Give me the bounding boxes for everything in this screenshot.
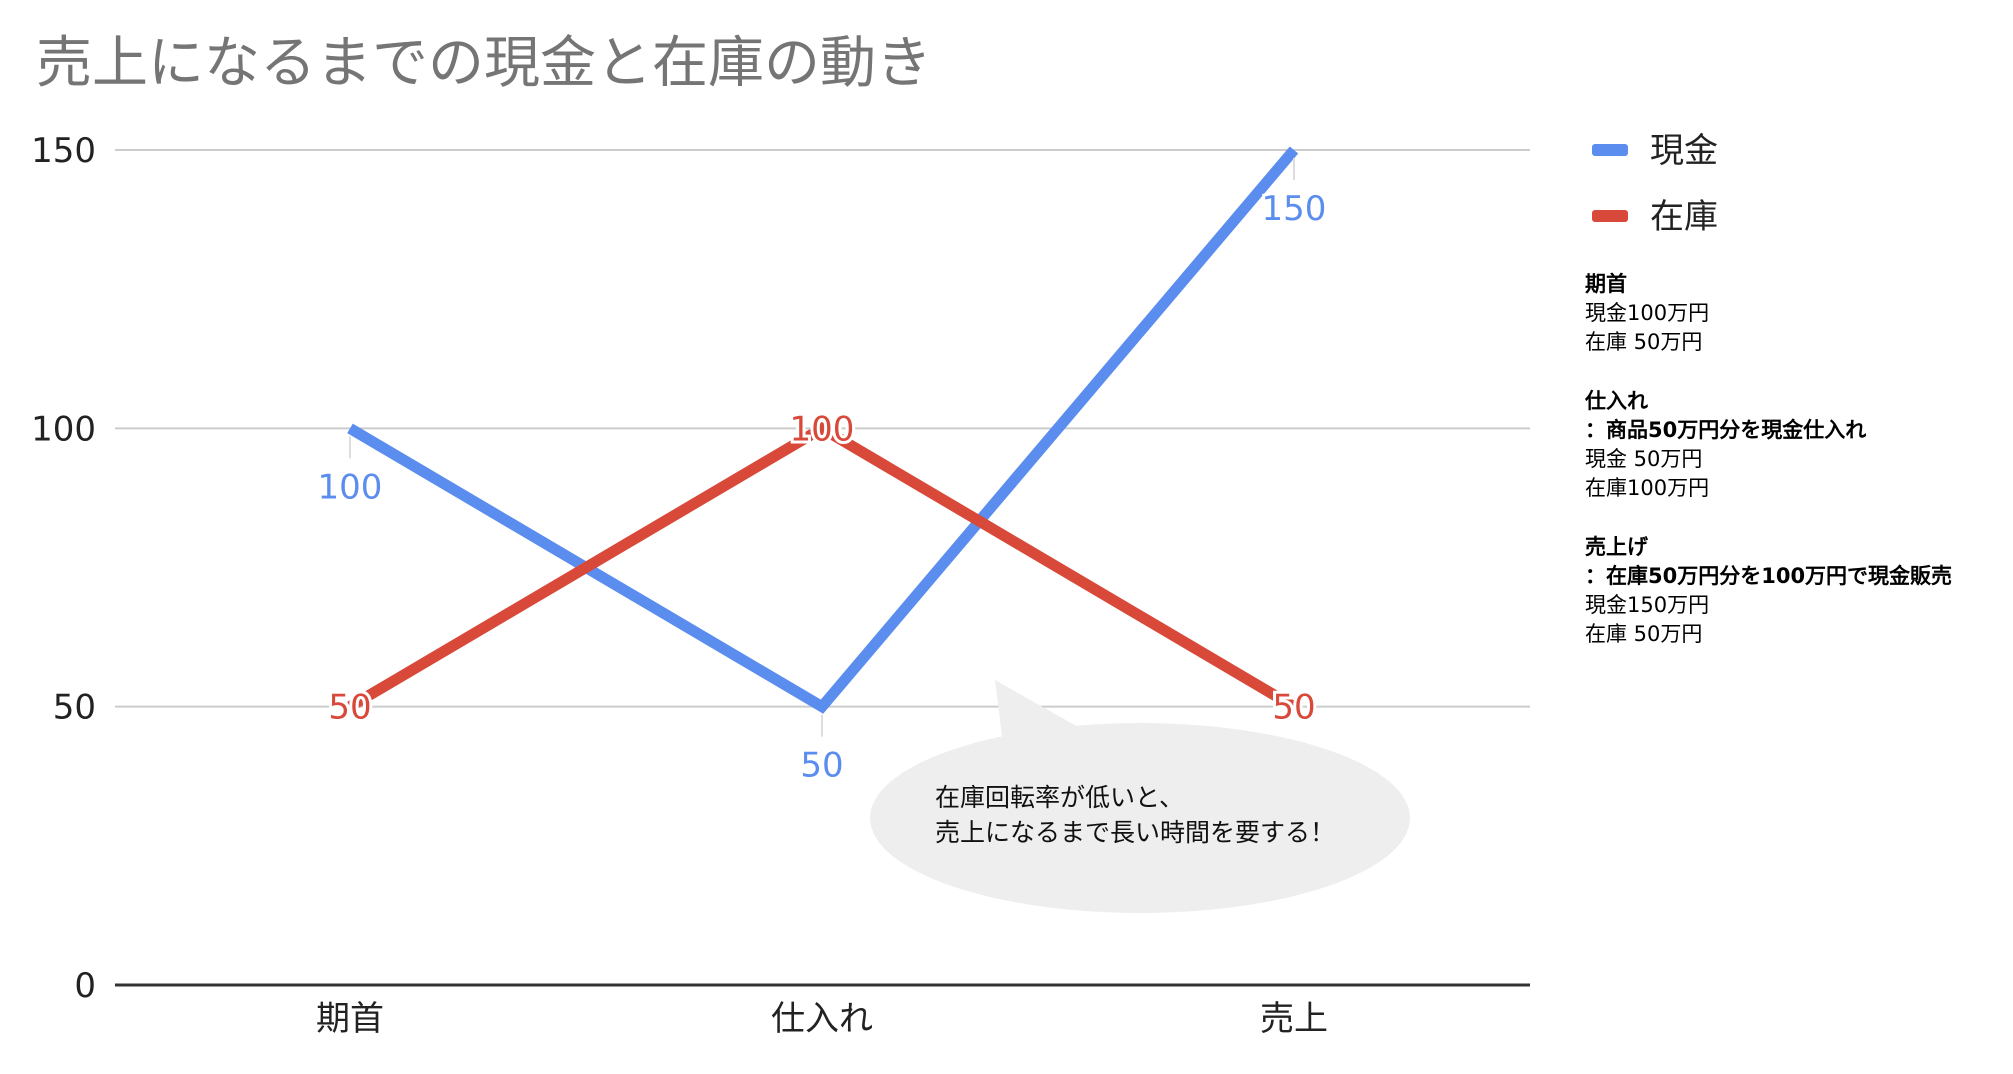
y-axis: 0 50 100 150: [31, 131, 96, 1006]
series-line-inventory: [347, 421, 1297, 712]
data-label: 150: [1262, 189, 1327, 229]
data-label: 50: [800, 746, 843, 786]
chart-title: 売上になるまでの現金と在庫の動き: [36, 31, 932, 96]
data-label: 100: [790, 409, 855, 449]
callout-line: 売上になるまで長い時間を要する！: [935, 818, 1336, 847]
callout-ellipse: [870, 723, 1410, 913]
note-line: 現金150万円: [1585, 593, 1710, 617]
y-tick-label: 0: [74, 966, 96, 1006]
legend-label: 現金: [1650, 131, 1718, 171]
y-tick-label: 50: [53, 688, 96, 728]
data-label: 50: [1272, 688, 1315, 728]
callout-line: 在庫回転率が低いと、: [935, 783, 1185, 812]
note-opening: 期首 現金100万円 在庫 50万円: [1585, 270, 2005, 357]
y-tick-label: 150: [31, 131, 96, 171]
x-tick-label: 仕入れ: [771, 999, 873, 1039]
note-heading: 仕入れ: [1585, 389, 1648, 413]
callout-text: 在庫回転率が低いと、 売上になるまで長い時間を要する！: [935, 780, 1335, 850]
note-line: 在庫 50万円: [1585, 622, 1703, 646]
series-line-cash: [347, 146, 1299, 714]
series-lines: [347, 146, 1299, 714]
data-label: 100: [318, 467, 383, 507]
note-line: 在庫100万円: [1585, 476, 1710, 500]
x-tick-label: 売上: [1260, 999, 1328, 1039]
legend-swatch: [1592, 210, 1628, 222]
note-line: 現金100万円: [1585, 301, 1710, 325]
data-labels: 100 50 150 50 100 50: [315, 158, 1329, 789]
x-axis: 期首 仕入れ 売上: [115, 983, 1530, 1039]
note-purchase: 仕入れ ：商品50万円分を現金仕入れ 現金 50万円 在庫100万円: [1585, 387, 2005, 503]
note-line: 現金 50万円: [1585, 447, 1703, 471]
note-heading: 売上げ: [1585, 535, 1648, 559]
notes-panel: 期首 現金100万円 在庫 50万円 仕入れ ：商品50万円分を現金仕入れ 現金…: [1585, 270, 2005, 679]
x-tick-label: 期首: [316, 999, 384, 1039]
callout-bubble: [870, 680, 1410, 913]
note-line: 在庫 50万円: [1585, 330, 1703, 354]
y-tick-label: 100: [31, 409, 96, 449]
note-subheading: ：在庫50万円分を100万円で現金販売: [1585, 564, 1953, 588]
note-sales: 売上げ ：在庫50万円分を100万円で現金販売 現金150万円 在庫 50万円: [1585, 533, 2005, 649]
legend-swatch: [1592, 144, 1628, 156]
note-subheading: ：商品50万円分を現金仕入れ: [1585, 418, 1867, 442]
data-label: 50: [328, 688, 371, 728]
legend-label: 在庫: [1650, 197, 1718, 237]
note-heading: 期首: [1585, 272, 1627, 296]
